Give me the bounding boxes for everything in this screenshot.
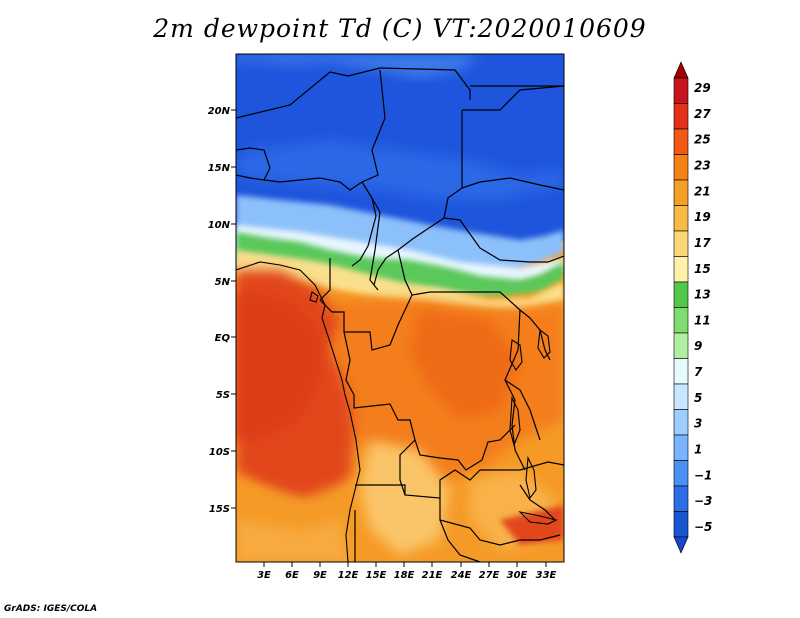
colorbar-swatch <box>673 358 689 385</box>
colorbar-label: 9 <box>694 339 702 353</box>
lon-label: 3E <box>257 570 271 581</box>
longitude-axis: 3E 6E 9E 12E 15E 18E 21E 24E 27E 30E 33E <box>257 570 556 581</box>
colorbar-bottom-arrow <box>673 536 689 554</box>
colorbar-swatch <box>673 179 689 206</box>
colorbar-label: 19 <box>694 210 711 224</box>
latitude-axis: 20N 15N 10N 5N EQ 5S 10S 15S <box>208 106 231 515</box>
lat-label: 20N <box>208 106 231 117</box>
colorbar-swatch <box>673 103 689 130</box>
colorbar: 29 27 25 23 21 19 17 15 13 11 9 7 5 3 1 −1 −3 −5 <box>673 61 712 554</box>
colorbar-swatch <box>673 485 689 512</box>
lat-label: 5S <box>216 390 230 401</box>
lon-label: 27E <box>479 570 500 581</box>
grads-credit: GrADS: IGES/COLA <box>4 604 98 614</box>
colorbar-label: 23 <box>694 158 711 172</box>
lon-label: 24E <box>451 570 472 581</box>
colorbar-swatch <box>673 307 689 334</box>
lon-label: 15E <box>366 570 387 581</box>
lon-label: 12E <box>338 570 359 581</box>
colorbar-label: 5 <box>694 391 702 405</box>
colorbar-swatch <box>673 511 689 538</box>
colorbar-label: 11 <box>694 313 711 327</box>
colorbar-label: 29 <box>694 81 711 95</box>
colorbar-label: 7 <box>694 365 703 379</box>
lon-label: 30E <box>507 570 528 581</box>
colorbar-top-arrow <box>673 61 689 79</box>
lat-label: 15N <box>208 163 231 174</box>
map-title: 2m dewpoint Td (C) VT:2020010609 <box>153 14 647 43</box>
lat-label: EQ <box>215 333 231 344</box>
colorbar-label: 1 <box>694 443 702 457</box>
lat-label: 10S <box>209 447 230 458</box>
colorbar-label: 3 <box>694 417 702 431</box>
colorbar-swatch <box>673 154 689 181</box>
lat-label: 10N <box>208 220 231 231</box>
colorbar-swatch <box>673 230 689 257</box>
lon-label: 9E <box>313 570 327 581</box>
colorbar-label: −5 <box>694 520 712 534</box>
colorbar-swatch <box>673 434 689 461</box>
colorbar-label: 15 <box>694 262 711 276</box>
colorbar-swatch <box>673 409 689 436</box>
lon-label: 33E <box>536 570 557 581</box>
colorbar-label: 17 <box>694 236 711 250</box>
colorbar-swatch <box>673 281 689 308</box>
colorbar-label: 13 <box>694 288 711 302</box>
colorbar-label: 25 <box>694 133 711 147</box>
colorbar-swatch <box>673 205 689 232</box>
map-frame <box>235 53 565 563</box>
colorbar-swatch <box>673 256 689 283</box>
dewpoint-field <box>236 54 564 562</box>
colorbar-swatch <box>673 460 689 487</box>
colorbar-swatch <box>673 77 689 104</box>
country-borders <box>236 67 564 562</box>
colorbar-swatch <box>673 383 689 410</box>
lat-label: 5N <box>215 277 231 288</box>
lon-label: 18E <box>394 570 415 581</box>
colorbar-swatch <box>673 128 689 155</box>
colorbar-label: 27 <box>694 107 711 121</box>
lat-label: 15S <box>209 504 230 515</box>
lon-label: 21E <box>422 570 443 581</box>
colorbar-label: −3 <box>694 494 712 508</box>
colorbar-label: −1 <box>694 468 712 482</box>
colorbar-swatch <box>673 332 689 359</box>
lon-label: 6E <box>285 570 299 581</box>
colorbar-label: 21 <box>694 184 711 198</box>
